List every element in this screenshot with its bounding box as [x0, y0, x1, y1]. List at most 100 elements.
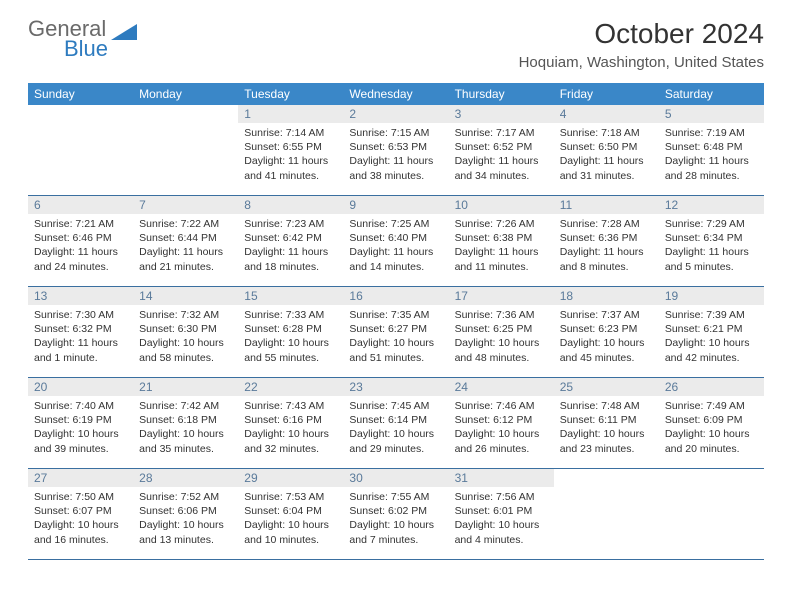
week-row: 20Sunrise: 7:40 AMSunset: 6:19 PMDayligh…	[28, 378, 764, 469]
day-number: 2	[343, 105, 448, 123]
day-number: 16	[343, 287, 448, 305]
day-cell: 1Sunrise: 7:14 AMSunset: 6:55 PMDaylight…	[238, 105, 343, 195]
day-body: Sunrise: 7:33 AMSunset: 6:28 PMDaylight:…	[238, 305, 343, 369]
sunset-text: Sunset: 6:40 PM	[349, 231, 442, 245]
day-body: Sunrise: 7:25 AMSunset: 6:40 PMDaylight:…	[343, 214, 448, 278]
day-body: Sunrise: 7:23 AMSunset: 6:42 PMDaylight:…	[238, 214, 343, 278]
sunrise-text: Sunrise: 7:17 AM	[455, 126, 548, 140]
day-number: 22	[238, 378, 343, 396]
sunrise-text: Sunrise: 7:37 AM	[560, 308, 653, 322]
sunrise-text: Sunrise: 7:26 AM	[455, 217, 548, 231]
daylight-text: Daylight: 10 hours and 58 minutes.	[139, 336, 232, 364]
logo: General Blue	[28, 18, 137, 60]
day-number: 8	[238, 196, 343, 214]
sunrise-text: Sunrise: 7:25 AM	[349, 217, 442, 231]
week-row: 27Sunrise: 7:50 AMSunset: 6:07 PMDayligh…	[28, 469, 764, 560]
daylight-text: Daylight: 11 hours and 11 minutes.	[455, 245, 548, 273]
day-number: 10	[449, 196, 554, 214]
day-body: Sunrise: 7:17 AMSunset: 6:52 PMDaylight:…	[449, 123, 554, 187]
sunset-text: Sunset: 6:30 PM	[139, 322, 232, 336]
day-body: Sunrise: 7:30 AMSunset: 6:32 PMDaylight:…	[28, 305, 133, 369]
day-body: Sunrise: 7:56 AMSunset: 6:01 PMDaylight:…	[449, 487, 554, 551]
day-body: Sunrise: 7:50 AMSunset: 6:07 PMDaylight:…	[28, 487, 133, 551]
day-number: 19	[659, 287, 764, 305]
day-cell: 12Sunrise: 7:29 AMSunset: 6:34 PMDayligh…	[659, 196, 764, 286]
logo-word-blue: Blue	[64, 38, 137, 60]
sunset-text: Sunset: 6:44 PM	[139, 231, 232, 245]
daylight-text: Daylight: 10 hours and 39 minutes.	[34, 427, 127, 455]
day-cell: 31Sunrise: 7:56 AMSunset: 6:01 PMDayligh…	[449, 469, 554, 559]
weeks-container: 1Sunrise: 7:14 AMSunset: 6:55 PMDaylight…	[28, 105, 764, 560]
day-body: Sunrise: 7:42 AMSunset: 6:18 PMDaylight:…	[133, 396, 238, 460]
day-number: 14	[133, 287, 238, 305]
day-body: Sunrise: 7:39 AMSunset: 6:21 PMDaylight:…	[659, 305, 764, 369]
sunset-text: Sunset: 6:01 PM	[455, 504, 548, 518]
day-cell: 5Sunrise: 7:19 AMSunset: 6:48 PMDaylight…	[659, 105, 764, 195]
day-body: Sunrise: 7:19 AMSunset: 6:48 PMDaylight:…	[659, 123, 764, 187]
day-cell: 11Sunrise: 7:28 AMSunset: 6:36 PMDayligh…	[554, 196, 659, 286]
sunset-text: Sunset: 6:42 PM	[244, 231, 337, 245]
daylight-text: Daylight: 10 hours and 51 minutes.	[349, 336, 442, 364]
day-number: 15	[238, 287, 343, 305]
day-number: 9	[343, 196, 448, 214]
day-cell: 21Sunrise: 7:42 AMSunset: 6:18 PMDayligh…	[133, 378, 238, 468]
weekday-header: Sunday	[28, 83, 133, 105]
calendar: Sunday Monday Tuesday Wednesday Thursday…	[28, 83, 764, 560]
sunset-text: Sunset: 6:23 PM	[560, 322, 653, 336]
sunrise-text: Sunrise: 7:22 AM	[139, 217, 232, 231]
day-cell: 18Sunrise: 7:37 AMSunset: 6:23 PMDayligh…	[554, 287, 659, 377]
sunrise-text: Sunrise: 7:30 AM	[34, 308, 127, 322]
day-cell: 22Sunrise: 7:43 AMSunset: 6:16 PMDayligh…	[238, 378, 343, 468]
day-number: 25	[554, 378, 659, 396]
day-body: Sunrise: 7:32 AMSunset: 6:30 PMDaylight:…	[133, 305, 238, 369]
header: General Blue October 2024 Hoquiam, Washi…	[28, 18, 764, 71]
sunrise-text: Sunrise: 7:45 AM	[349, 399, 442, 413]
daylight-text: Daylight: 11 hours and 41 minutes.	[244, 154, 337, 182]
day-cell: 3Sunrise: 7:17 AMSunset: 6:52 PMDaylight…	[449, 105, 554, 195]
sunrise-text: Sunrise: 7:19 AM	[665, 126, 758, 140]
sunrise-text: Sunrise: 7:49 AM	[665, 399, 758, 413]
day-body: Sunrise: 7:18 AMSunset: 6:50 PMDaylight:…	[554, 123, 659, 187]
day-body: Sunrise: 7:40 AMSunset: 6:19 PMDaylight:…	[28, 396, 133, 460]
day-number: 28	[133, 469, 238, 487]
weekday-header: Wednesday	[343, 83, 448, 105]
sunrise-text: Sunrise: 7:23 AM	[244, 217, 337, 231]
day-number: 24	[449, 378, 554, 396]
day-body: Sunrise: 7:46 AMSunset: 6:12 PMDaylight:…	[449, 396, 554, 460]
day-number: 31	[449, 469, 554, 487]
daylight-text: Daylight: 10 hours and 45 minutes.	[560, 336, 653, 364]
day-body: Sunrise: 7:21 AMSunset: 6:46 PMDaylight:…	[28, 214, 133, 278]
sunrise-text: Sunrise: 7:53 AM	[244, 490, 337, 504]
daylight-text: Daylight: 11 hours and 1 minute.	[34, 336, 127, 364]
month-title: October 2024	[519, 18, 764, 50]
day-body: Sunrise: 7:29 AMSunset: 6:34 PMDaylight:…	[659, 214, 764, 278]
sunset-text: Sunset: 6:06 PM	[139, 504, 232, 518]
week-row: 1Sunrise: 7:14 AMSunset: 6:55 PMDaylight…	[28, 105, 764, 196]
daylight-text: Daylight: 11 hours and 8 minutes.	[560, 245, 653, 273]
week-row: 6Sunrise: 7:21 AMSunset: 6:46 PMDaylight…	[28, 196, 764, 287]
day-cell: 19Sunrise: 7:39 AMSunset: 6:21 PMDayligh…	[659, 287, 764, 377]
sunrise-text: Sunrise: 7:33 AM	[244, 308, 337, 322]
day-cell: 9Sunrise: 7:25 AMSunset: 6:40 PMDaylight…	[343, 196, 448, 286]
logo-text: General Blue	[28, 18, 137, 60]
sunrise-text: Sunrise: 7:42 AM	[139, 399, 232, 413]
daylight-text: Daylight: 10 hours and 32 minutes.	[244, 427, 337, 455]
day-cell	[28, 105, 133, 195]
sunset-text: Sunset: 6:02 PM	[349, 504, 442, 518]
sunset-text: Sunset: 6:36 PM	[560, 231, 653, 245]
sunrise-text: Sunrise: 7:18 AM	[560, 126, 653, 140]
sunrise-text: Sunrise: 7:50 AM	[34, 490, 127, 504]
day-cell: 23Sunrise: 7:45 AMSunset: 6:14 PMDayligh…	[343, 378, 448, 468]
sunset-text: Sunset: 6:48 PM	[665, 140, 758, 154]
day-cell: 16Sunrise: 7:35 AMSunset: 6:27 PMDayligh…	[343, 287, 448, 377]
sunset-text: Sunset: 6:12 PM	[455, 413, 548, 427]
daylight-text: Daylight: 11 hours and 24 minutes.	[34, 245, 127, 273]
day-number: 1	[238, 105, 343, 123]
day-cell: 29Sunrise: 7:53 AMSunset: 6:04 PMDayligh…	[238, 469, 343, 559]
day-cell: 14Sunrise: 7:32 AMSunset: 6:30 PMDayligh…	[133, 287, 238, 377]
sunset-text: Sunset: 6:53 PM	[349, 140, 442, 154]
daylight-text: Daylight: 10 hours and 4 minutes.	[455, 518, 548, 546]
sunrise-text: Sunrise: 7:46 AM	[455, 399, 548, 413]
day-number: 4	[554, 105, 659, 123]
week-row: 13Sunrise: 7:30 AMSunset: 6:32 PMDayligh…	[28, 287, 764, 378]
